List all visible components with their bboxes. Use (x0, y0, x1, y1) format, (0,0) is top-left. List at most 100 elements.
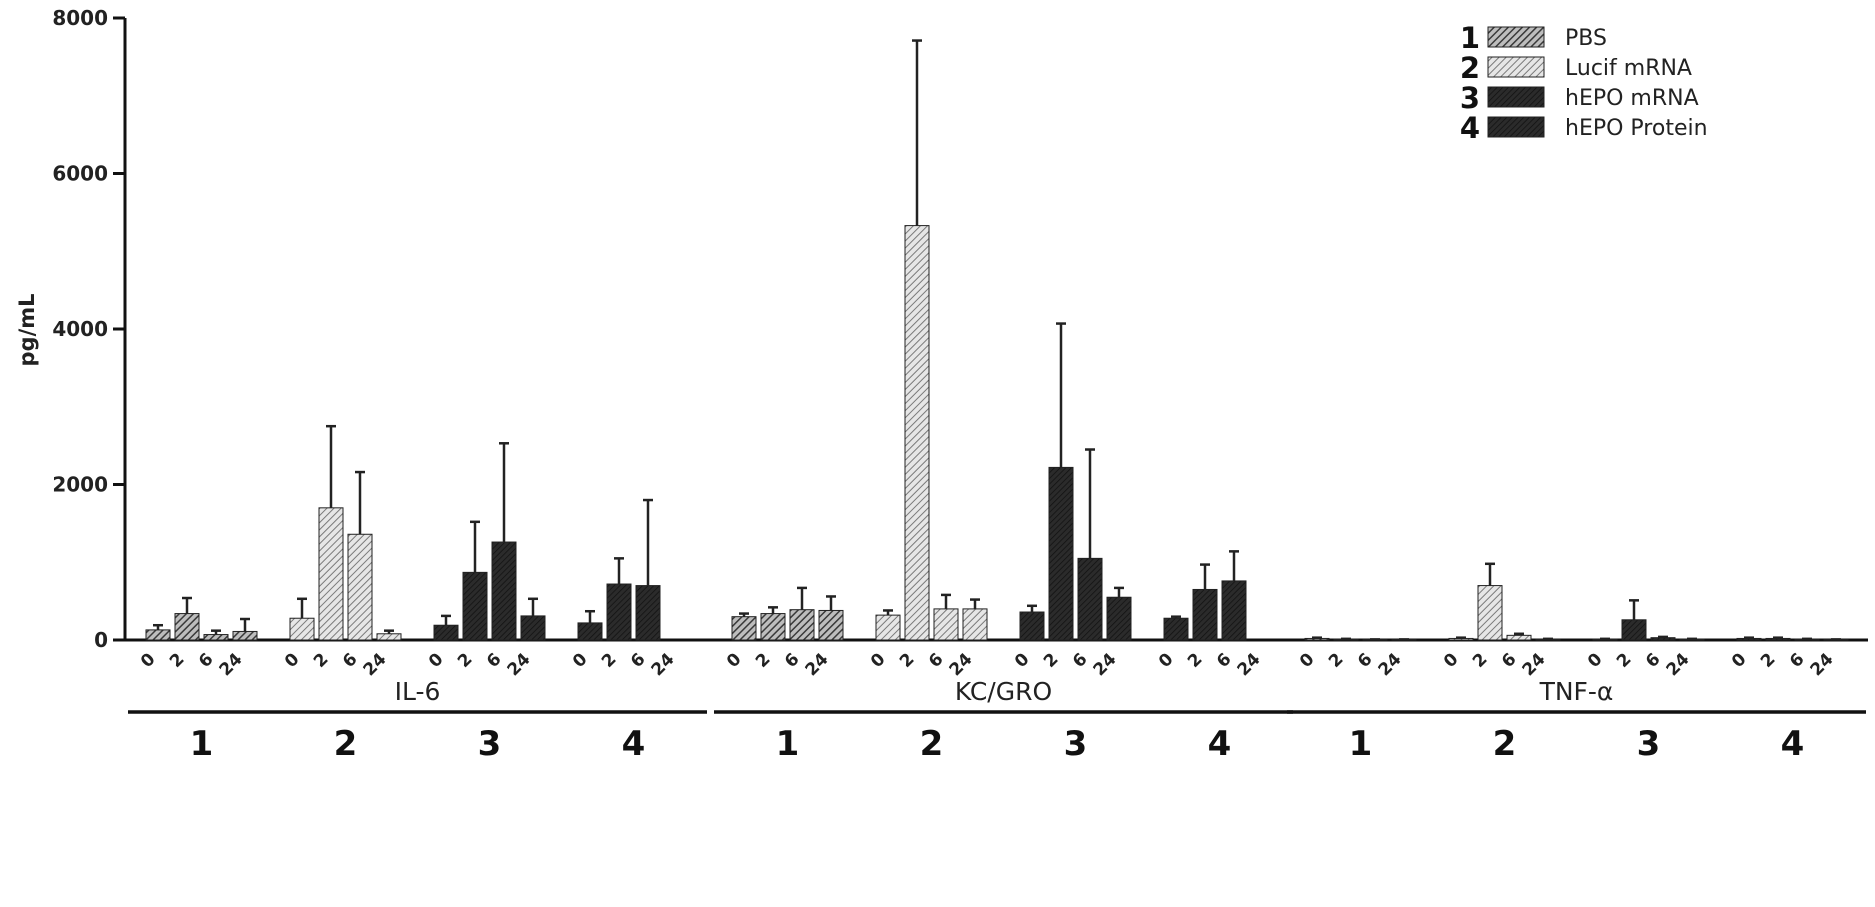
x-tick-label: 0 (867, 649, 890, 672)
bar (175, 614, 199, 640)
x-tick-label: 6 (483, 649, 506, 672)
axes (125, 18, 1868, 640)
x-tick-label: 2 (166, 649, 189, 672)
x-tick-label: 2 (896, 649, 919, 672)
bar (492, 542, 516, 640)
y-tick-label: 8000 (52, 6, 108, 30)
x-tick-label: 0 (425, 649, 448, 672)
group-label: 1 (190, 724, 214, 764)
x-tick-label: 0 (569, 649, 592, 672)
bar (876, 615, 900, 640)
x-tick-label: 6 (1786, 649, 1809, 672)
y-axis-label: pg/mL (15, 294, 39, 367)
bar (1478, 586, 1502, 640)
bar (319, 508, 343, 640)
legend-swatch (1488, 27, 1544, 47)
x-tick-label: 0 (137, 649, 160, 672)
x-tick-label: 2 (454, 649, 477, 672)
bar (905, 226, 929, 640)
y-tick-label: 0 (94, 628, 108, 652)
bar (1049, 467, 1073, 640)
x-tick-label: 2 (1757, 649, 1780, 672)
bar (578, 623, 602, 640)
group-label: 4 (1781, 724, 1805, 764)
x-tick-label: 24 (360, 649, 391, 680)
bar (521, 616, 545, 640)
x-tick-label: 6 (925, 649, 948, 672)
bar (963, 609, 987, 640)
cytokine-label: TNF-α (1539, 677, 1614, 706)
x-tick-label: 6 (627, 649, 650, 672)
group-label: 2 (920, 724, 944, 764)
panel-labels-layer: 1 2 3 4 IL-6 1 2 3 4 KC/GRO 1 2 3 4 TNF-α (128, 677, 1866, 764)
x-tick-label: 24 (1519, 649, 1550, 680)
bar (1622, 620, 1646, 640)
x-tick-label: 0 (1296, 649, 1319, 672)
x-tick-label: 6 (339, 649, 362, 672)
cytokine-label: IL-6 (395, 677, 441, 706)
y-ticks: 02000400060008000 (52, 6, 125, 652)
x-tick-label: 2 (1184, 649, 1207, 672)
x-tick-label: 0 (281, 649, 304, 672)
bar (377, 634, 401, 640)
bar (204, 635, 228, 640)
bar (146, 630, 170, 640)
bar (1507, 635, 1531, 640)
x-tick-label: 0 (1440, 649, 1463, 672)
legend-label: PBS (1565, 26, 1607, 51)
x-tick-label: 0 (1155, 649, 1178, 672)
bar (819, 610, 843, 640)
bar (290, 618, 314, 640)
x-tick-label: 24 (648, 649, 679, 680)
legend-number: 2 (1460, 51, 1480, 85)
group-label: 3 (1064, 724, 1088, 764)
legend: 1PBS2Lucif mRNA3hEPO mRNA4hEPO Protein (1460, 21, 1708, 145)
group-label: 3 (478, 724, 502, 764)
bar (761, 614, 785, 640)
x-tick-label: 24 (504, 649, 535, 680)
x-tick-label: 0 (723, 649, 746, 672)
x-tick-label: 6 (1213, 649, 1236, 672)
x-tick-label: 24 (1234, 649, 1265, 680)
y-tick-label: 6000 (52, 162, 108, 186)
legend-swatch (1488, 87, 1544, 107)
cytokine-label: KC/GRO (955, 677, 1052, 706)
x-tick-label: 2 (1325, 649, 1348, 672)
group-label: 2 (334, 724, 358, 764)
x-tick-label: 6 (1354, 649, 1377, 672)
group-label: 2 (1493, 724, 1517, 764)
group-label: 4 (1208, 724, 1232, 764)
x-tick-label: 6 (781, 649, 804, 672)
x-tick-label: 2 (1040, 649, 1063, 672)
bar (1020, 612, 1044, 640)
bar (233, 631, 257, 640)
x-tick-label: 24 (1090, 649, 1121, 680)
bar (790, 610, 814, 640)
group-label: 1 (776, 724, 800, 764)
legend-number: 3 (1460, 81, 1480, 115)
x-tick-label: 24 (216, 649, 247, 680)
legend-number: 4 (1460, 111, 1480, 145)
x-tick-label: 24 (1375, 649, 1406, 680)
bar (934, 609, 958, 640)
x-tick-label: 0 (1011, 649, 1034, 672)
group-label: 4 (622, 724, 646, 764)
x-tick-label: 24 (1663, 649, 1694, 680)
x-labels-layer: 0262402624026240262402624026240262402624… (137, 649, 1838, 680)
x-tick-label: 0 (1728, 649, 1751, 672)
legend-swatch (1488, 57, 1544, 77)
x-tick-label: 24 (1807, 649, 1838, 680)
x-tick-label: 0 (1584, 649, 1607, 672)
bar (434, 625, 458, 640)
bar (348, 534, 372, 640)
group-label: 1 (1349, 724, 1373, 764)
bar (1107, 597, 1131, 640)
x-tick-label: 2 (752, 649, 775, 672)
x-tick-label: 2 (598, 649, 621, 672)
legend-swatch (1488, 117, 1544, 137)
bar (1222, 581, 1246, 640)
x-tick-label: 6 (195, 649, 218, 672)
x-tick-label: 24 (802, 649, 833, 680)
legend-label: hEPO Protein (1565, 116, 1708, 141)
group-label: 3 (1637, 724, 1661, 764)
